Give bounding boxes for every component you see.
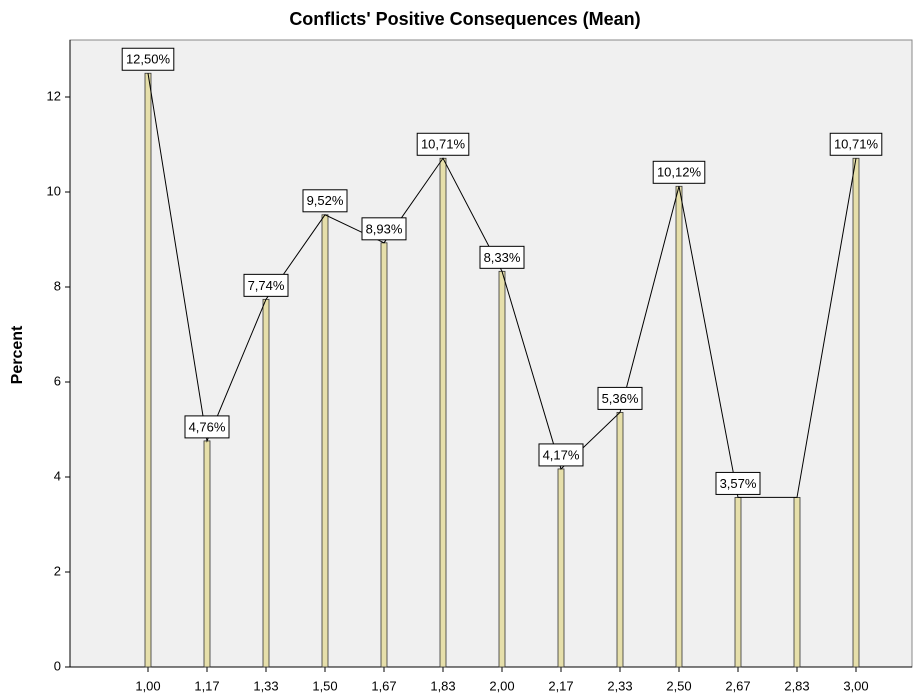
bar (616, 411, 624, 668)
line (147, 73, 857, 498)
bar (262, 298, 270, 668)
value-label: 7,74% (248, 278, 285, 293)
value-label-box (361, 217, 407, 241)
value-label: 3,57% (720, 476, 757, 491)
x-tick-label: 1,33 (253, 678, 278, 693)
x-tick-label: 2,67 (725, 678, 750, 693)
bar (675, 185, 683, 668)
bar (793, 497, 801, 668)
x-tick-label: 1,83 (430, 678, 455, 693)
y-tick-label: 4 (54, 468, 61, 483)
x-tick-label: 1,50 (312, 678, 337, 693)
y-tick-label: 12 (47, 88, 61, 103)
y-axis-label: Percent (9, 325, 26, 384)
bar (321, 214, 329, 668)
value-label: 12,50% (126, 52, 171, 67)
bar (498, 270, 506, 668)
y-tick-label: 6 (54, 373, 61, 388)
value-label-box (829, 132, 883, 156)
value-label-box (121, 47, 175, 71)
chart-title: Conflicts' Positive Consequences (Mean) (289, 9, 640, 29)
bar (852, 157, 860, 668)
value-label-box (715, 471, 761, 495)
value-label: 9,52% (307, 193, 344, 208)
bar (439, 157, 447, 668)
x-tick-label: 2,83 (784, 678, 809, 693)
value-label-box (479, 245, 525, 269)
x-tick-label: 1,17 (194, 678, 219, 693)
y-tick-label: 10 (47, 183, 61, 198)
value-label-box (652, 160, 706, 184)
bar (144, 72, 152, 668)
bar (557, 468, 565, 668)
value-label: 10,71% (834, 137, 879, 152)
value-label: 8,93% (366, 221, 403, 236)
bar (380, 242, 388, 668)
y-tick-label: 2 (54, 563, 61, 578)
value-label: 10,12% (657, 165, 702, 180)
value-label-box (184, 415, 230, 439)
x-tick-label: 2,00 (489, 678, 514, 693)
x-tick-label: 1,67 (371, 678, 396, 693)
value-label-box (416, 132, 470, 156)
bar (203, 440, 211, 668)
x-tick-label: 3,00 (843, 678, 868, 693)
value-label-box (243, 273, 289, 297)
y-tick-label: 0 (54, 658, 61, 673)
x-tick-label: 2,50 (666, 678, 691, 693)
x-tick-label: 2,17 (548, 678, 573, 693)
x-tick-label: 1,00 (135, 678, 160, 693)
value-label: 5,36% (602, 391, 639, 406)
plot-area (69, 39, 913, 668)
value-label-box (302, 189, 348, 213)
value-label: 8,33% (484, 250, 521, 265)
value-label: 4,17% (543, 447, 580, 462)
x-tick-label: 2,33 (607, 678, 632, 693)
y-tick-label: 8 (54, 278, 61, 293)
value-label: 10,71% (421, 137, 466, 152)
value-label-box (538, 443, 584, 467)
value-label: 4,76% (189, 419, 226, 434)
bar (734, 497, 742, 668)
value-label-box (597, 386, 643, 410)
